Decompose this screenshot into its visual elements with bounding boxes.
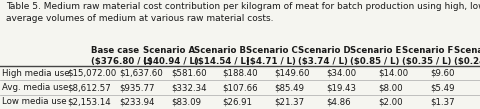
Text: Scenario A
($40.94 / L): Scenario A ($40.94 / L) [143, 46, 198, 66]
Text: $83.09: $83.09 [171, 97, 201, 106]
Text: $9.60: $9.60 [430, 69, 455, 78]
Text: Scenario G
($0.24 / L): Scenario G ($0.24 / L) [454, 46, 480, 66]
Text: Table 5. Medium raw material cost contribution per kilogram of meat for batch pr: Table 5. Medium raw material cost contri… [6, 2, 480, 23]
Text: $21.37: $21.37 [275, 97, 305, 106]
Text: $5.49: $5.49 [430, 83, 455, 92]
Text: $34.00: $34.00 [326, 69, 357, 78]
Text: $4.86: $4.86 [326, 97, 351, 106]
Text: $2.00: $2.00 [378, 97, 403, 106]
Text: $15,072.00: $15,072.00 [67, 69, 117, 78]
Text: $935.77: $935.77 [119, 83, 155, 92]
Text: $332.34: $332.34 [171, 83, 206, 92]
Text: Scenario F
($0.35 / L): Scenario F ($0.35 / L) [402, 46, 453, 66]
Text: $581.60: $581.60 [171, 69, 206, 78]
Text: Low media use: Low media use [2, 97, 67, 106]
Text: $14.00: $14.00 [378, 69, 408, 78]
Text: Scenario D
($3.74 / L): Scenario D ($3.74 / L) [298, 46, 351, 66]
Text: Base case
($376.80 / L): Base case ($376.80 / L) [91, 46, 152, 66]
Text: Scenario C
($4.71 / L): Scenario C ($4.71 / L) [246, 46, 298, 66]
Text: Scenario B
($14.54 / L): Scenario B ($14.54 / L) [194, 46, 250, 66]
Text: Avg. media use: Avg. media use [2, 83, 69, 92]
Text: $188.40: $188.40 [223, 69, 258, 78]
Text: $1,637.60: $1,637.60 [119, 69, 163, 78]
Text: $149.60: $149.60 [275, 69, 310, 78]
Text: $2,153.14: $2,153.14 [67, 97, 111, 106]
Text: High media use: High media use [2, 69, 70, 78]
Text: $26.91: $26.91 [223, 97, 252, 106]
Text: $19.43: $19.43 [326, 83, 356, 92]
Text: $85.49: $85.49 [275, 83, 304, 92]
Text: $8.00: $8.00 [378, 83, 403, 92]
Text: $107.66: $107.66 [223, 83, 258, 92]
Text: $233.94: $233.94 [119, 97, 155, 106]
Text: $1.37: $1.37 [430, 97, 455, 106]
Text: $8,612.57: $8,612.57 [67, 83, 111, 92]
Text: Scenario E
($0.85 / L): Scenario E ($0.85 / L) [350, 46, 401, 66]
